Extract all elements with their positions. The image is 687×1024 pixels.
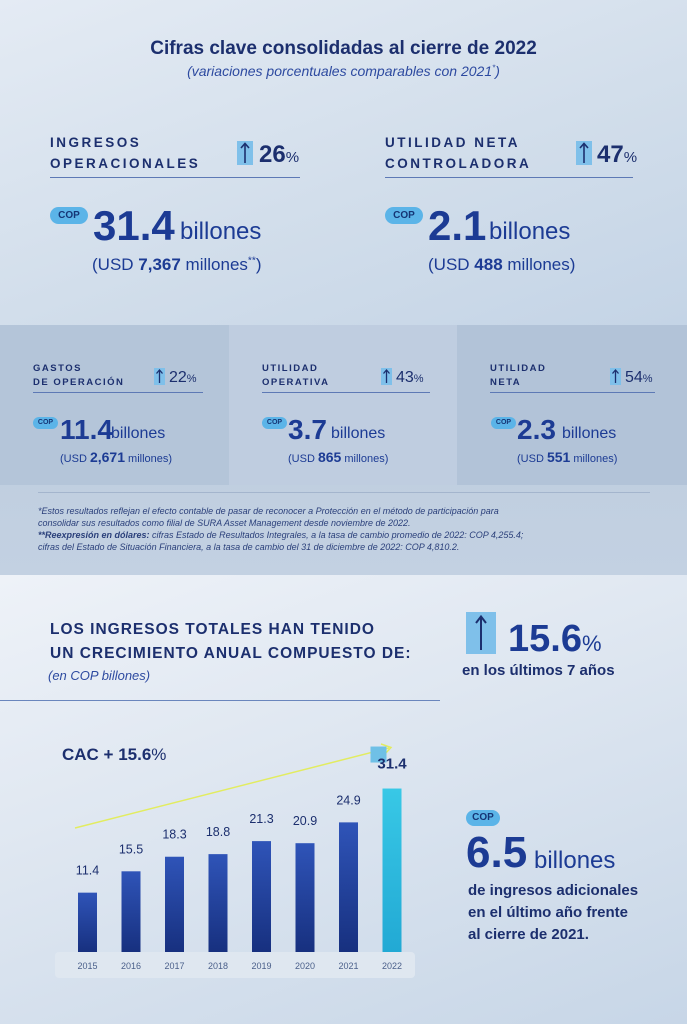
- tick-label-2017: 2017: [164, 961, 184, 971]
- cop-badge: COP: [262, 417, 287, 429]
- panel-operating-profit: [229, 325, 457, 485]
- highlight-cap: [370, 746, 387, 763]
- divider: [0, 700, 440, 701]
- kpi-value-operating-profit: 3.7: [288, 414, 327, 445]
- growth-pct: 15.6%: [508, 618, 602, 660]
- kpi-label-operating-profit: UTILIDAD OPERATIVA: [262, 363, 330, 388]
- tick-label-2015: 2015: [77, 961, 97, 971]
- value-label-2022: 31.4: [377, 756, 407, 773]
- up-arrow-icon: [466, 612, 496, 654]
- bar-2016: [121, 871, 141, 952]
- x-axis-band: [55, 952, 415, 978]
- divider: [490, 392, 655, 393]
- kpi-unit: billones: [489, 218, 571, 245]
- up-arrow-icon: [576, 141, 592, 165]
- kpi-usd-net-profit: (USD 551 millones): [517, 449, 618, 465]
- up-arrow-icon: [154, 368, 165, 385]
- tick-label-2022: 2022: [382, 961, 402, 971]
- divider: [385, 177, 633, 178]
- panel-operating-expenses: [0, 325, 229, 485]
- value-label-2021: 24.9: [336, 793, 360, 807]
- page-title: Cifras clave consolidadas al cierre de 2…: [150, 38, 537, 59]
- kpi-value-revenue: 31.4: [93, 202, 175, 249]
- kpi-usd-operating-profit: (USD 865 millones): [288, 449, 389, 465]
- trend-line: [74, 747, 390, 829]
- additional-revenue-value: 6.5: [466, 828, 528, 877]
- kpi-pct-net-profit: 54%: [625, 369, 653, 386]
- bar-2018: [208, 854, 228, 952]
- kpi-unit: billones: [180, 218, 262, 245]
- kpi-value-net-income: 2.1: [428, 202, 487, 249]
- kpi-label-net-profit: UTILIDAD NETA: [490, 363, 547, 388]
- key-figures-section: [0, 0, 687, 325]
- cop-badge: COP: [33, 417, 58, 429]
- kpi-label-revenue: INGRESOS OPERACIONALES: [50, 135, 201, 171]
- kpi-pct-opex: 22%: [169, 369, 197, 386]
- kpi-unit: billones: [562, 425, 617, 442]
- bar-2022: [382, 788, 402, 952]
- kpi-value-net-profit: 2.3: [517, 414, 556, 445]
- value-label-2017: 18.3: [162, 828, 186, 842]
- kpi-pct-operating-profit: 43%: [396, 369, 424, 386]
- additional-revenue-text: de ingresos adicionales en el último año …: [468, 882, 639, 943]
- revenue-bar-chart: 11.4 2015 15.5 2016 18.3 2017 18.8 2018 21.3 2019…: [55, 743, 415, 978]
- value-label-2018: 18.8: [206, 825, 230, 839]
- cop-badge: COP: [491, 417, 516, 429]
- cagr-label: CAC + 15.6%: [62, 745, 167, 764]
- tick-label-2019: 2019: [251, 961, 271, 971]
- cop-badge: COP: [50, 207, 88, 224]
- kpi-usd-net-income: (USD 488 millones): [428, 255, 576, 274]
- value-label-2015: 11.4: [76, 864, 99, 878]
- bar-2020: [295, 843, 315, 952]
- notes-divider: [38, 492, 650, 493]
- kpi-label-opex: GASTOS DE OPERACIÓN: [33, 363, 125, 388]
- cop-badge: COP: [385, 207, 423, 224]
- kpi-pct-net-income: 47%: [597, 141, 638, 168]
- kpi-pct-revenue: 26%: [259, 141, 300, 168]
- tick-label-2018: 2018: [208, 961, 228, 971]
- kpi-value-opex: 11.4: [60, 414, 113, 445]
- value-label-2016: 15.5: [119, 842, 143, 856]
- kpi-usd-opex: (USD 2,671 millones): [60, 449, 173, 465]
- bar-2015: [78, 892, 97, 952]
- growth-heading: LOS INGRESOS TOTALES HAN TENIDO UN CRECIM…: [50, 621, 412, 662]
- divider: [50, 177, 300, 178]
- tick-label-2021: 2021: [338, 961, 358, 971]
- growth-note: en los últimos 7 años: [462, 662, 615, 679]
- value-label-2020: 20.9: [293, 814, 317, 828]
- footnotes: *Estos resultados reflejan el efecto con…: [38, 506, 524, 552]
- tick-label-2020: 2020: [295, 961, 315, 971]
- up-arrow-icon: [610, 368, 621, 385]
- bar-2019: [252, 841, 271, 952]
- bar-2021: [339, 822, 358, 952]
- additional-revenue-unit: billones: [534, 847, 616, 874]
- secondary-figures-section: [0, 325, 687, 575]
- page-subtitle: (variaciones porcentuales comparables co…: [187, 63, 500, 79]
- divider: [262, 392, 430, 393]
- kpi-usd-revenue: (USD 7,367 millones**): [92, 255, 262, 274]
- value-label-2019: 21.3: [249, 812, 273, 826]
- cop-badge: COP: [466, 810, 500, 826]
- panel-net-profit: [457, 325, 687, 485]
- kpi-label-net-income: UTILIDAD NETA CONTROLADORA: [385, 135, 532, 171]
- divider: [33, 392, 203, 393]
- growth-subheading: (en COP billones): [48, 668, 151, 683]
- tick-label-2016: 2016: [121, 961, 141, 971]
- up-arrow-icon: [381, 368, 392, 385]
- up-arrow-icon: [237, 141, 253, 165]
- kpi-unit: billones: [331, 425, 386, 442]
- kpi-unit: billones: [111, 425, 166, 442]
- bar-2017: [165, 856, 184, 952]
